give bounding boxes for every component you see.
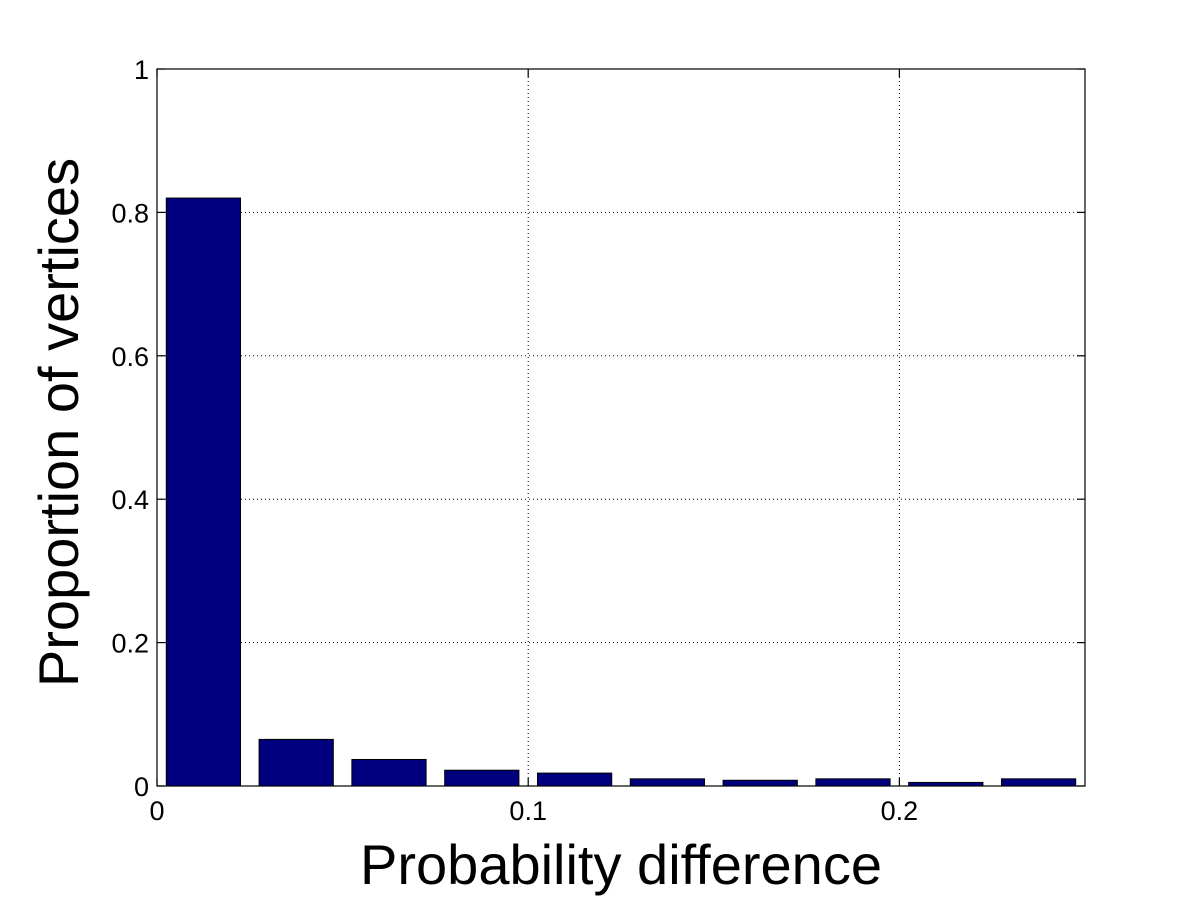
- y-axis-title: Proportion of vertices: [27, 158, 90, 687]
- y-tick-label: 0: [134, 772, 149, 802]
- x-tick-label: 0: [149, 796, 164, 826]
- bar: [258, 738, 334, 787]
- y-tick-label: 0.4: [111, 485, 149, 515]
- y-tick-labels: 0 0.2 0.4 0.6 0.8 1: [111, 55, 149, 802]
- bar: [722, 779, 798, 787]
- bar: [815, 778, 891, 787]
- bars: [165, 197, 1077, 787]
- y-tick-label: 0.8: [111, 198, 149, 228]
- y-tick-label: 1: [134, 55, 149, 85]
- grid-lines: [157, 69, 1085, 786]
- y-tick-label: 0.2: [111, 629, 149, 659]
- bar: [536, 772, 613, 787]
- bar: [629, 778, 706, 787]
- x-axis-title: Probability difference: [360, 833, 882, 896]
- bar: [165, 197, 242, 787]
- y-tick-label: 0.6: [111, 342, 149, 372]
- bar: [444, 769, 520, 787]
- x-tick-label: 0.1: [509, 796, 547, 826]
- plot-area-frame: [156, 68, 1086, 787]
- x-tick-label: 0.2: [881, 796, 919, 826]
- bar: [351, 758, 427, 787]
- tick-marks: [156, 68, 1085, 787]
- x-tick-labels: 0 0.1 0.2: [149, 796, 918, 826]
- bar: [1000, 778, 1077, 787]
